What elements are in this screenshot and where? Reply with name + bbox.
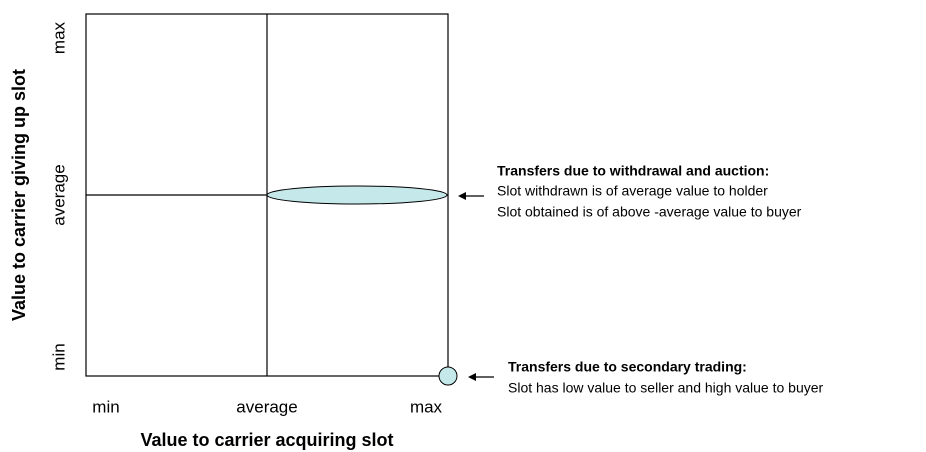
arrow (458, 192, 484, 200)
arrow (468, 373, 494, 381)
x-axis-title: Value to carrier acquiring slot (140, 430, 393, 450)
y-tick-label: min (49, 343, 68, 370)
x-tick-label: max (410, 397, 443, 416)
x-tick-label: min (92, 397, 119, 416)
annotation-title: Transfers due to secondary trading: (508, 359, 747, 375)
x-tick-label: average (236, 397, 297, 416)
withdrawal-auction-region (266, 185, 448, 205)
y-axis-title: Value to carrier giving up slot (9, 69, 29, 321)
annotation-title: Transfers due to withdrawal and auction: (497, 163, 769, 179)
annotation-line: Slot withdrawn is of average value to ho… (497, 183, 768, 199)
annotation-line: Slot has low value to seller and high va… (508, 380, 824, 396)
secondary-trading-point (438, 366, 458, 386)
y-tick-label: max (49, 21, 68, 54)
annotation-line: Slot obtained is of above -average value… (497, 204, 802, 220)
y-tick-label: average (49, 164, 68, 225)
